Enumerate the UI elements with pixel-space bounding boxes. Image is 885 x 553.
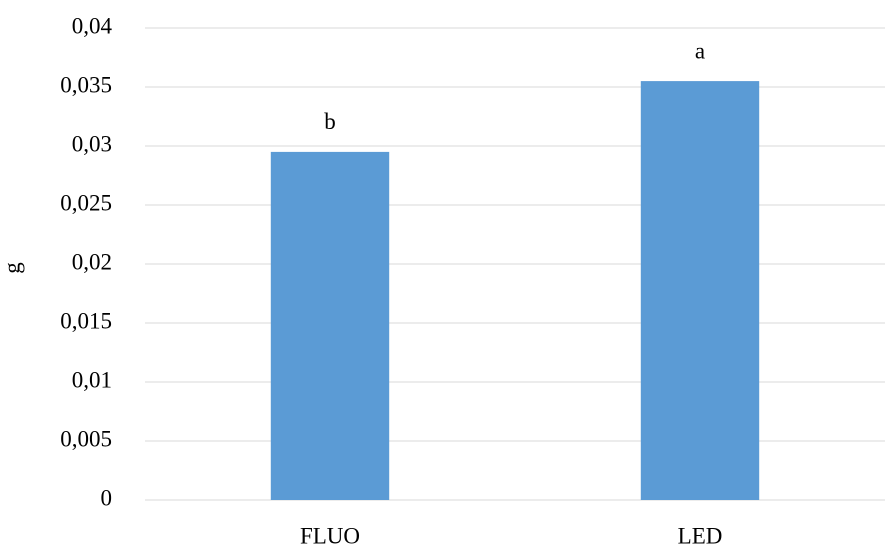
y-tick-label: 0,015: [60, 308, 112, 333]
y-tick-label: 0,03: [72, 131, 112, 156]
y-tick-label: 0,035: [60, 72, 112, 97]
y-tick-label: 0,005: [60, 426, 112, 451]
bar-annotation: a: [695, 38, 705, 63]
y-tick-label: 0,02: [72, 249, 112, 274]
x-tick-label: LED: [678, 523, 723, 548]
bar: [640, 81, 760, 500]
bar: [270, 151, 390, 500]
y-tick-label: 0,025: [60, 190, 112, 215]
y-tick-label: 0,04: [72, 13, 113, 38]
y-tick-label: 0,01: [72, 367, 112, 392]
x-tick-label: FLUO: [300, 523, 360, 548]
y-tick-label: 0: [101, 485, 113, 510]
bar-annotation: b: [324, 109, 336, 134]
y-axis-label: g: [0, 262, 24, 274]
